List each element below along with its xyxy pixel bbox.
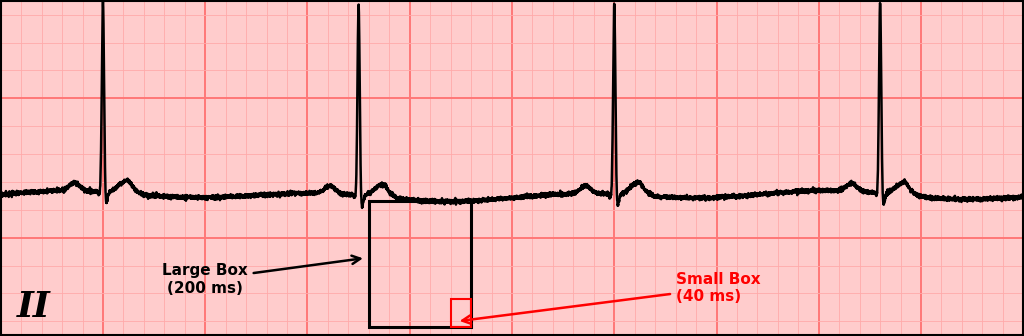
Bar (369, 202, 471, 327)
Text: Large Box
(200 ms): Large Box (200 ms) (163, 256, 360, 296)
Text: Small Box
(40 ms): Small Box (40 ms) (462, 272, 760, 324)
Text: II: II (17, 290, 51, 325)
Bar (451, 299, 471, 327)
